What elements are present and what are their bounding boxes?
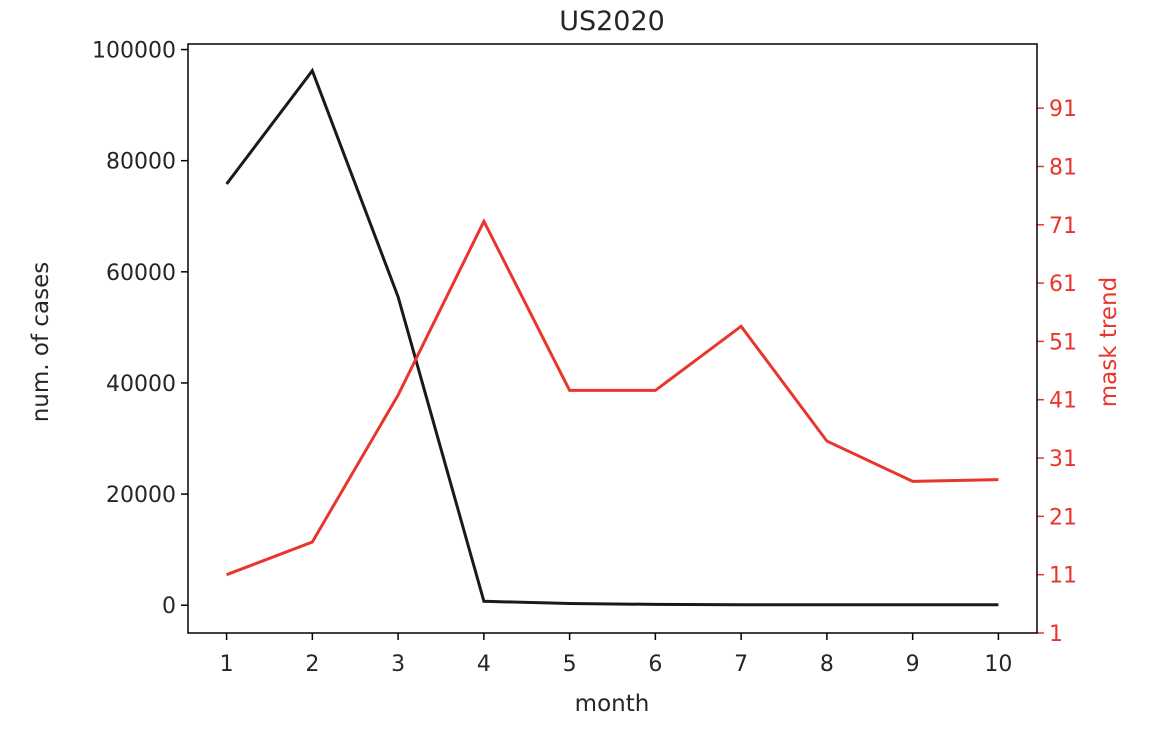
right-tick-label: 51 — [1049, 330, 1077, 355]
plot-frame — [187, 43, 1038, 634]
x-axis-ticks: 1 2 3 4 5 6 7 8 9 10 — [220, 633, 1012, 677]
x-tick-label: 2 — [305, 652, 319, 677]
x-tick-label: 9 — [906, 652, 920, 677]
x-tick-label: 8 — [820, 652, 834, 677]
x-tick-label: 5 — [563, 652, 577, 677]
x-axis-title: month — [575, 691, 650, 717]
x-tick-label: 1 — [220, 652, 234, 677]
right-tick-label: 81 — [1049, 155, 1077, 180]
x-tick-label: 10 — [984, 652, 1012, 677]
right-tick-label: 1 — [1049, 622, 1063, 647]
left-tick-label: 20000 — [106, 483, 176, 508]
mask-trend-line — [226, 217, 999, 577]
right-tick-label: 41 — [1049, 389, 1077, 414]
left-tick-label: 60000 — [106, 261, 176, 286]
series-layer — [225, 67, 999, 607]
right-tick-label: 71 — [1049, 214, 1077, 239]
right-tick-label: 21 — [1049, 505, 1077, 530]
left-tick-label: 80000 — [106, 150, 176, 175]
y-axis-title: num. of cases — [28, 262, 54, 423]
right-tick-label: 11 — [1049, 564, 1077, 589]
left-tick-label: 40000 — [106, 372, 176, 397]
right-tick-label: 31 — [1049, 447, 1077, 472]
x-tick-label: 6 — [648, 652, 662, 677]
left-tick-label: 0 — [162, 594, 176, 619]
left-tick-label: 100000 — [92, 39, 176, 64]
x-tick-label: 7 — [734, 652, 748, 677]
chart-title: US2020 — [559, 6, 665, 37]
right-tick-label: 91 — [1049, 97, 1077, 122]
x-tick-label: 4 — [477, 652, 491, 677]
right-tick-label: 61 — [1049, 272, 1077, 297]
left-axis-ticks: 0 20000 40000 60000 80000 100000 — [92, 39, 188, 619]
y2-axis-title: mask trend — [1096, 277, 1122, 407]
x-tick-label: 3 — [391, 652, 405, 677]
cases-line — [225, 67, 999, 607]
